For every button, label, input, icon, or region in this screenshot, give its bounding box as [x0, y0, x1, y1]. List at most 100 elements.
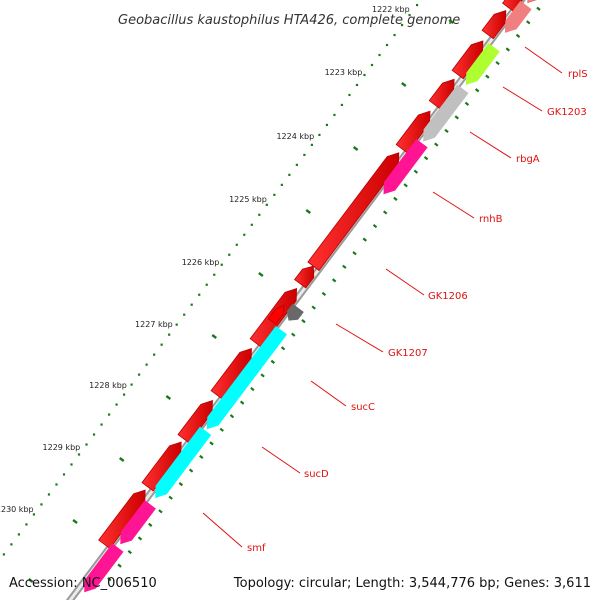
track-tick: [331, 278, 337, 283]
kbp-label: 1229 kbp: [43, 443, 81, 452]
track-tick: [311, 305, 316, 310]
gene-feature-rpls: [504, 0, 532, 33]
cds-feature-forward: [210, 347, 252, 400]
kbp-tick: [118, 457, 125, 462]
track-tick: [403, 183, 408, 188]
ruler-dot: [205, 283, 208, 286]
ruler-dot: [213, 273, 216, 276]
kbp-label: 1223 kbp: [325, 68, 363, 77]
ruler-dot: [333, 113, 336, 117]
gene-label-smf: smf: [247, 543, 266, 554]
gene-feature-rbga: [423, 84, 469, 142]
track-tick: [137, 536, 143, 541]
accession-text: Accession: NC_006510: [9, 576, 157, 591]
gene-feature-rnhb: [383, 139, 428, 195]
kbp-tick: [401, 82, 407, 87]
gene-feature-partial: [84, 543, 124, 593]
track-tick: [352, 251, 357, 256]
gene-feature-partial: [527, 0, 537, 4]
ruler-dot: [40, 503, 43, 506]
ruler-dot: [415, 3, 419, 7]
track-tick: [260, 373, 265, 378]
kbp-label: 1226 kbp: [182, 258, 220, 267]
ruler-dot: [408, 13, 411, 17]
track-tick: [485, 74, 490, 79]
track-tick: [168, 495, 173, 500]
track-tick: [239, 400, 245, 405]
track-tick: [209, 441, 214, 446]
cds-feature-forward: [502, 0, 523, 13]
track-tick: [393, 196, 398, 201]
ruler-dot: [348, 93, 351, 97]
ruler-dot: [47, 493, 51, 496]
track-tick: [199, 454, 204, 460]
kbp-tick: [352, 146, 359, 151]
track-tick: [280, 346, 286, 351]
reverse-strand-track: [84, 0, 537, 593]
ruler-dot: [62, 473, 66, 476]
gene-label-sucd: sucD: [304, 469, 329, 480]
track-tick: [158, 509, 163, 514]
gene-labels: rplS GK1203 rbgA rnhB GK1206 GK1207 sucC sucD sm…: [202, 46, 588, 554]
ruler-dot: [138, 373, 141, 376]
kbp-tick: [27, 578, 34, 583]
kbp-label: 1222 kbp: [372, 5, 410, 14]
leader-line-gk1206: [385, 268, 425, 296]
ruler-dot: [55, 483, 58, 486]
kbp-label: 1227 kbp: [135, 320, 173, 329]
ruler-dot: [17, 533, 21, 536]
ruler-dot: [355, 83, 359, 87]
leader-line-rnhb: [432, 191, 475, 219]
track-tick: [148, 522, 153, 527]
track-tick: [342, 264, 347, 269]
ruler-dot: [250, 223, 253, 226]
ruler-dot: [160, 343, 163, 346]
ruler-dot: [100, 423, 103, 426]
kbp-tick: [258, 272, 264, 277]
gene-feature-succ: [206, 326, 287, 430]
track-tick: [219, 427, 224, 432]
ruler-dot: [310, 143, 313, 146]
ruler-dot: [130, 383, 133, 386]
leader-line-smf: [202, 512, 243, 548]
track-tick: [270, 359, 276, 364]
track-tick: [383, 210, 388, 215]
track-tick: [464, 101, 470, 106]
gene-label-rbga: rbgA: [516, 154, 540, 165]
cds-feature-forward: [294, 265, 315, 289]
track-ticks: [107, 6, 541, 582]
ruler-dot: [122, 393, 126, 396]
gene-label-rpls: rplS: [568, 69, 588, 80]
cds-feature-small: [267, 304, 285, 325]
track-tick: [413, 169, 419, 174]
ruler-dot: [107, 413, 111, 416]
ruler-dot: [325, 123, 329, 127]
track-tick: [423, 156, 429, 161]
forward-strand-track: [98, 0, 523, 550]
ruler-dot: [183, 313, 186, 316]
ruler-dot: [265, 203, 268, 206]
topology-text: Topology: circular; Length: 3,544,776 bp…: [233, 576, 591, 591]
ruler-dot: [288, 173, 291, 176]
kbp-tick: [305, 209, 311, 214]
leader-line-rpls: [524, 46, 563, 74]
track-tick: [536, 6, 541, 11]
kbp-ruler: 1222 kbp 1223 kbp 1224 kbp 1225 kbp 1226 kbp…: [0, 3, 454, 583]
track-tick: [526, 20, 531, 25]
ruler-dot: [340, 103, 344, 107]
kbp-label: 1224 kbp: [276, 132, 314, 141]
track-tick: [178, 482, 184, 487]
ruler-dot: [2, 553, 5, 556]
ruler-dot: [70, 463, 73, 466]
track-tick: [505, 47, 511, 52]
track-tick: [454, 115, 459, 120]
ruler-dot: [370, 63, 374, 67]
ruler-dot: [92, 433, 96, 436]
gene-label-rnhb: rnhB: [479, 214, 503, 225]
kbp-tick: [211, 334, 217, 339]
track-tick: [321, 291, 327, 297]
ruler-dot: [400, 23, 404, 27]
ruler-dot: [280, 183, 283, 186]
track-tick: [250, 386, 255, 392]
